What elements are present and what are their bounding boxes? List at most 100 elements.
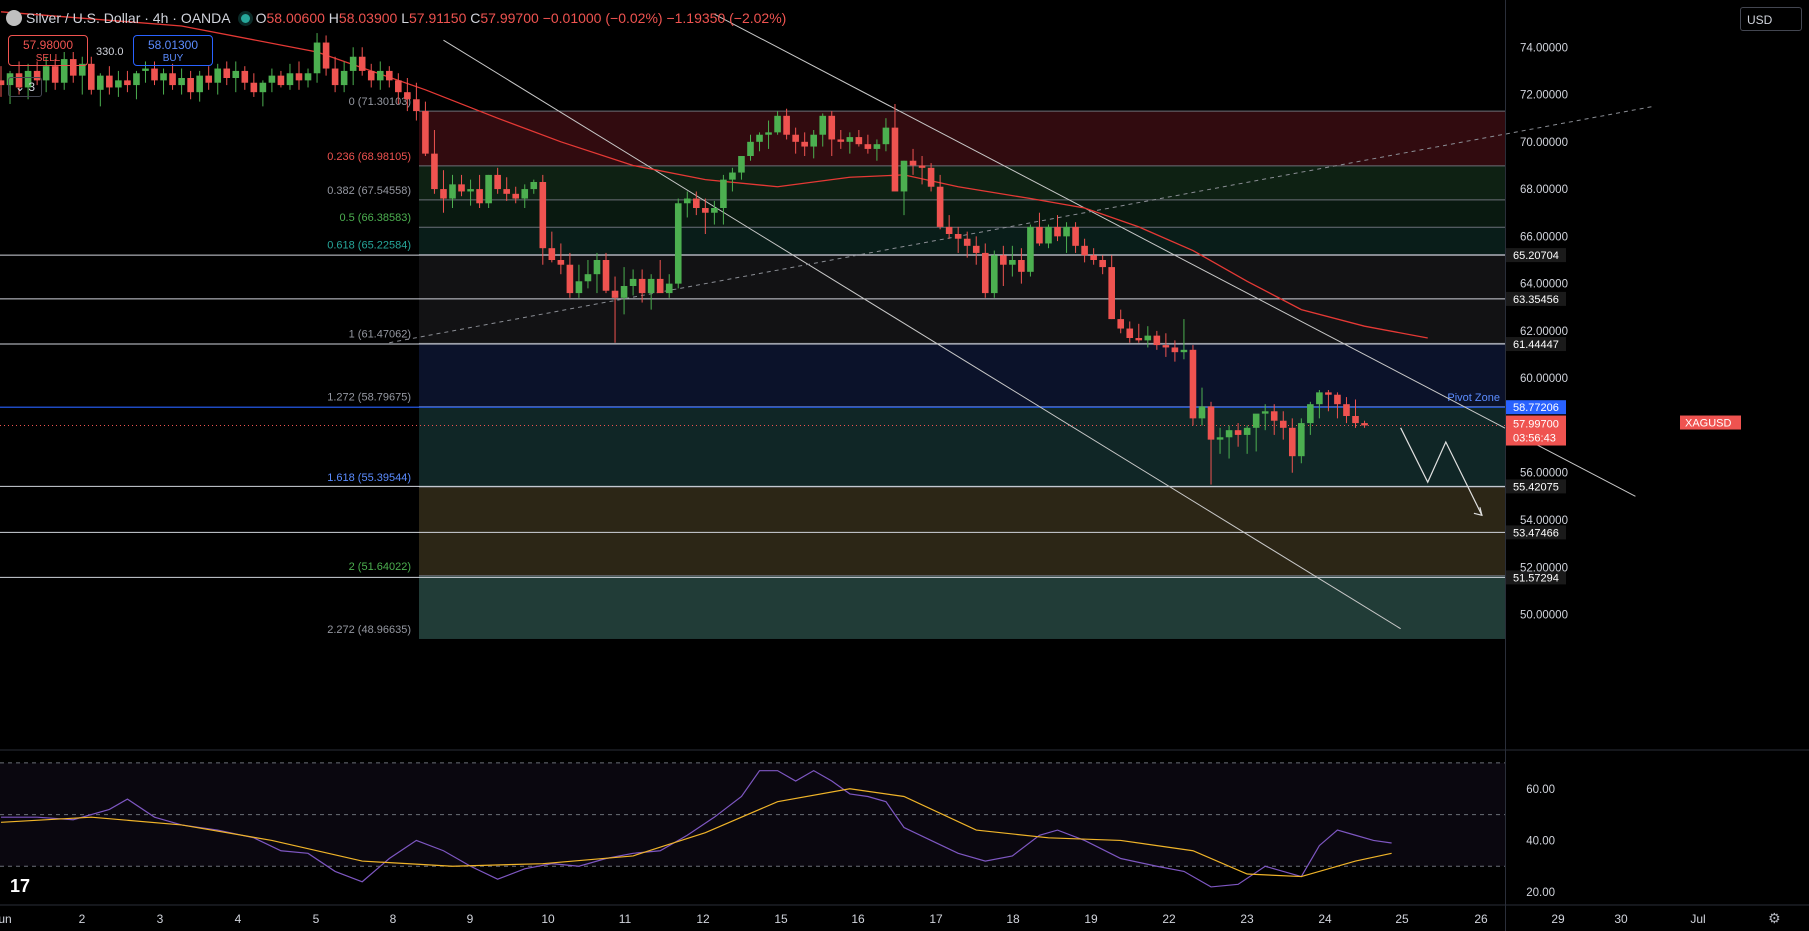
price-level-tag: 63.35456 (1513, 294, 1559, 306)
candle-body (259, 82, 267, 93)
candle-body (232, 70, 240, 78)
open-value: 58.00600 (266, 10, 325, 26)
candle-body (927, 167, 935, 187)
time-tick: 11 (619, 912, 632, 926)
candle-body (774, 115, 781, 133)
candle-body (1027, 226, 1034, 272)
candle-body (720, 179, 727, 208)
price-tick: 54.00000 (1520, 515, 1568, 527)
candle-body (1171, 347, 1179, 353)
candle-body (15, 73, 23, 88)
price-tick: 72.00000 (1520, 90, 1568, 102)
candle-body (783, 115, 790, 135)
time-tick: 4 (235, 912, 242, 926)
candle-body (0, 80, 5, 86)
candle-body (1261, 411, 1269, 414)
candle-body (1325, 392, 1332, 395)
time-tick: 9 (467, 912, 474, 926)
candle-body (106, 75, 113, 88)
time-tick: 26 (1474, 912, 1488, 926)
candle-body (376, 70, 384, 81)
candle-body (801, 141, 808, 147)
market-open-icon (240, 14, 250, 23)
candle-body (1126, 328, 1134, 338)
candle-body (864, 144, 872, 149)
indicator-count: 3 (28, 80, 36, 94)
price-tick: 56.00000 (1520, 468, 1568, 480)
candle-body (1018, 260, 1025, 272)
candle-body (196, 75, 203, 93)
candle-body (963, 238, 971, 246)
currency-selector[interactable]: USD (1740, 7, 1802, 31)
price-level-tag: 65.20704 (1513, 250, 1559, 262)
change-percent-value: −1.19350 (−2.02%) (666, 10, 787, 26)
price-level-tag-bg (1506, 337, 1566, 352)
candle-body (214, 68, 222, 83)
time-tick: 29 (1551, 912, 1565, 926)
time-tick: Jun (0, 912, 12, 926)
candle-body (160, 73, 167, 81)
price-tick: 66.00000 (1520, 231, 1568, 243)
time-tick: 15 (774, 912, 788, 926)
candle-body (918, 165, 926, 168)
moving-average (0, 11, 1428, 339)
open-label: O (255, 10, 267, 26)
rsi-tick: 40.00 (1526, 835, 1555, 847)
candle-body (647, 278, 655, 294)
indicators-toggle[interactable]: ⌄ 3 (8, 77, 42, 97)
candle-body (458, 184, 465, 192)
candle-body (665, 283, 673, 294)
candle-body (69, 59, 77, 76)
pivot-zone-label: Pivot Zone (1447, 392, 1500, 404)
candle-body (792, 134, 799, 142)
candle-body (151, 68, 158, 81)
fib-zone (419, 575, 1505, 639)
time-tick: 3 (157, 912, 164, 926)
candle-body (828, 115, 836, 140)
candle-body (1298, 423, 1305, 457)
fib-zone (419, 227, 1505, 255)
sell-button[interactable]: 57.98000 SELL (8, 35, 88, 66)
candle-body (1352, 416, 1359, 424)
gear-icon[interactable]: ⚙ (1768, 910, 1781, 926)
candle-body (1153, 335, 1161, 346)
candle-body (142, 68, 149, 71)
price-tick: 64.00000 (1520, 279, 1568, 291)
candle-body (1099, 260, 1106, 268)
fib-label: 0.5 (66.38583) (339, 212, 411, 224)
candle-body (945, 226, 953, 234)
price-level-tag: 58.77206 (1513, 402, 1559, 414)
candle-body (873, 144, 881, 149)
low-value: 57.91150 (409, 10, 467, 26)
time-tick: 25 (1395, 912, 1409, 926)
buy-button[interactable]: 58.01300 BUY (133, 35, 213, 66)
candle-body (313, 42, 321, 74)
candle-body (1343, 404, 1350, 416)
candle-body (620, 286, 628, 298)
candle-body (1189, 349, 1197, 419)
fib-label: 1.618 (55.39544) (327, 472, 411, 484)
price-level-tag-bg (1506, 291, 1566, 306)
candle-body (1162, 345, 1170, 348)
close-value: 57.99700 (480, 10, 539, 26)
candle-body (404, 92, 411, 100)
symbol-title[interactable]: Silver / U.S. Dollar · 4h · OANDA (26, 10, 231, 26)
price-level-tag: 51.57294 (1513, 572, 1559, 584)
projection-arrow-icon (1473, 507, 1483, 517)
time-tick: 12 (696, 912, 710, 926)
candle-body (909, 160, 917, 166)
trendlines (389, 13, 1654, 630)
candle-body (656, 278, 664, 294)
symbol-tag: XAGUSD (1685, 418, 1732, 430)
candle-body (1117, 319, 1125, 329)
tradingview-logo-icon[interactable]: 17 (10, 876, 31, 896)
candle-body (42, 66, 50, 81)
candle-body (485, 174, 492, 204)
fib-labels: 0 (71.30103) 0.236 (68.98105) 0.382 (67.54… (327, 96, 411, 636)
price-tick: 70.00000 (1520, 137, 1568, 149)
symbol-tag-bg (1680, 415, 1741, 430)
candle-body (693, 198, 700, 208)
candle-body (900, 160, 908, 192)
fib-label: 0 (71.30103) (349, 96, 411, 108)
